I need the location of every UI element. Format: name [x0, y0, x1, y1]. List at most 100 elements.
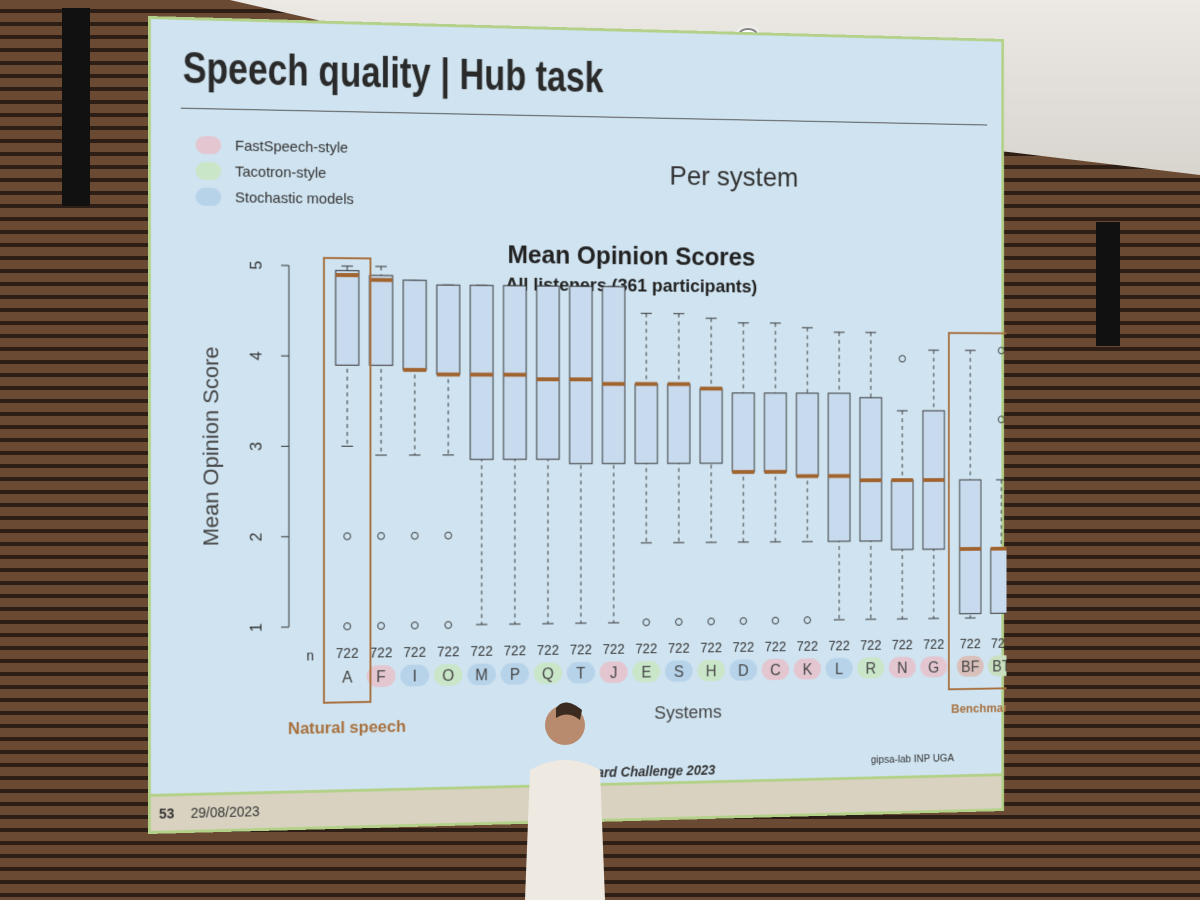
system-label-D: D: [738, 663, 749, 680]
box-Q: [537, 286, 560, 459]
box-R: [860, 398, 882, 542]
system-label-G: G: [928, 660, 939, 676]
box-L: [828, 393, 850, 541]
box-S: [668, 384, 690, 463]
presenter: [525, 702, 605, 900]
n-value: 722: [892, 637, 913, 653]
outlier: [740, 618, 746, 625]
y-axis-label: Mean Opinion Score: [199, 347, 224, 547]
n-value: 722: [370, 644, 393, 660]
n-value: 722: [765, 639, 787, 655]
system-label-R: R: [866, 661, 876, 677]
outlier: [772, 617, 778, 624]
n-value: 722: [733, 639, 755, 655]
outlier: [344, 623, 351, 630]
system-label-BT: BT: [992, 659, 1006, 675]
system-label-P: P: [510, 667, 520, 684]
n-value: 722: [504, 642, 526, 658]
system-label-T: T: [576, 666, 585, 683]
n-value: 722: [471, 643, 493, 659]
projected-slide: Speech quality | Hub task Per system Fas…: [148, 16, 1007, 834]
box-A: [336, 270, 359, 365]
outlier: [643, 619, 650, 626]
n-value: 722: [700, 640, 722, 656]
box-P: [503, 286, 526, 460]
box-E: [635, 384, 657, 463]
outlier: [998, 347, 1004, 354]
system-label-Q: Q: [542, 666, 554, 683]
outlier: [445, 622, 452, 629]
boxplot-chart: Mean Opinion Scores All listeners (361 pa…: [199, 241, 1007, 738]
system-label-E: E: [641, 665, 651, 682]
system-label-J: J: [610, 665, 617, 682]
n-value: 722: [635, 641, 657, 657]
n-value: 722: [797, 638, 818, 654]
outlier: [378, 533, 385, 540]
box-H: [700, 389, 722, 464]
n-value: 722: [603, 641, 625, 657]
box-F: [369, 275, 392, 365]
outlier: [344, 533, 351, 540]
system-label-L: L: [835, 662, 843, 678]
benchmark-group-label: Benchmarks: [951, 700, 1007, 716]
outlier: [411, 622, 418, 629]
n-value: 722: [960, 636, 981, 651]
natural-group-label: Natural speech: [288, 717, 406, 738]
box-M: [470, 285, 493, 459]
wall-speaker: [62, 8, 90, 206]
y-tick-label: 5: [249, 261, 266, 270]
n-value: 722: [829, 638, 850, 654]
y-tick-label: 2: [249, 532, 266, 541]
page-number: 53: [158, 805, 175, 822]
n-value: 722: [991, 635, 1007, 650]
n-value: 722: [437, 643, 460, 659]
system-label-K: K: [802, 662, 812, 678]
box-C: [764, 393, 786, 472]
system-label-N: N: [897, 661, 907, 677]
box-D: [732, 393, 754, 472]
outlier: [804, 617, 810, 624]
system-badge: [433, 663, 463, 687]
box-BF: [960, 480, 981, 614]
n-value: 722: [336, 645, 359, 661]
system-label-C: C: [770, 663, 781, 680]
system-badge: [467, 663, 496, 686]
box-J: [602, 287, 624, 464]
y-tick-label: 3: [249, 442, 266, 451]
chart-title: Mean Opinion Scores: [507, 241, 755, 271]
n-value: 722: [923, 636, 944, 652]
chart-subtitle: All listeners (361 participants): [505, 275, 757, 298]
wall-speaker: [1096, 222, 1120, 346]
outlier: [411, 532, 418, 539]
x-axis-label: Systems: [654, 702, 721, 724]
n-value: 722: [860, 637, 881, 653]
system-badge: [366, 665, 396, 688]
box-T: [570, 286, 593, 463]
outlier: [676, 618, 682, 625]
box-O: [437, 285, 460, 375]
system-label-I: I: [413, 669, 417, 686]
n-value: 722: [668, 640, 690, 656]
n-value: 722: [570, 641, 592, 657]
outlier: [445, 532, 452, 539]
system-badge: [400, 664, 430, 687]
slide-date: 29/08/2023: [190, 803, 260, 821]
outlier: [378, 622, 385, 629]
y-tick-label: 1: [249, 623, 266, 632]
system-label-H: H: [706, 664, 717, 681]
n-value: 722: [404, 644, 427, 660]
footer-logos: gipsa-lab INP UGA: [870, 752, 954, 767]
system-label-F: F: [376, 669, 386, 686]
system-label-BF: BF: [961, 659, 979, 675]
system-label-A: A: [342, 670, 353, 687]
outlier: [899, 355, 905, 362]
n-label: n: [306, 648, 314, 664]
box-K: [796, 393, 818, 476]
y-tick-label: 4: [249, 351, 266, 360]
box-N: [892, 480, 914, 550]
system-label-O: O: [442, 668, 454, 685]
box-BT: [991, 549, 1007, 614]
outlier: [998, 416, 1004, 423]
system-label-M: M: [475, 667, 488, 684]
n-value: 722: [537, 642, 559, 658]
